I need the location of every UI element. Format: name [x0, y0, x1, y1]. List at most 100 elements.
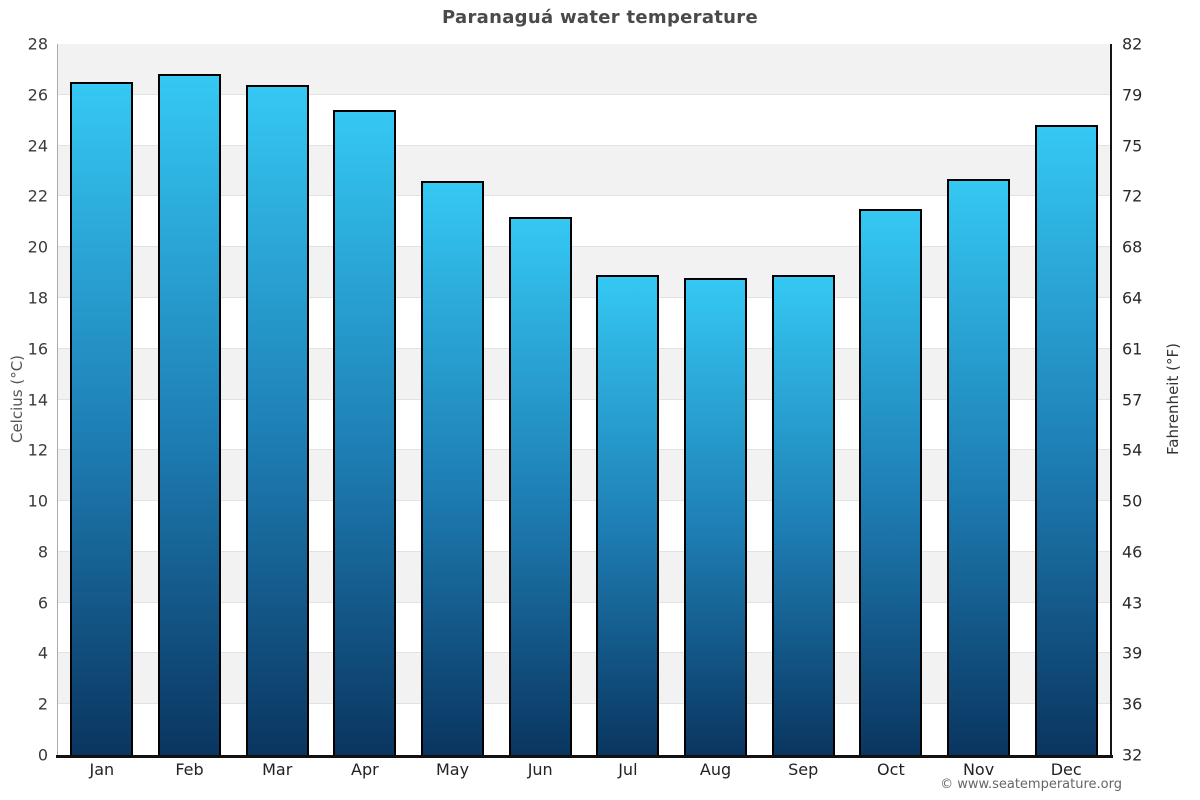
celsius-tick-4: 4	[37, 643, 48, 663]
celsius-tick-22: 22	[27, 186, 48, 206]
plot-band	[58, 94, 1110, 146]
plot-band	[58, 704, 1110, 755]
celsius-tick-6: 6	[37, 593, 48, 613]
bar-jun[interactable]	[508, 216, 572, 755]
celsius-tick-2: 2	[37, 694, 48, 714]
celsius-tick-labels: 28 26 24 22 20 18 16 14 12 10 8 6 4 2 0	[0, 35, 48, 765]
bar-nov[interactable]	[947, 178, 1011, 755]
x-label-jan: Jan	[89, 760, 115, 779]
bar-slot-apr	[321, 44, 409, 755]
left-axis-title: Celcius (°C)	[8, 354, 26, 444]
bar-slot-jan	[58, 44, 146, 755]
fahrenheit-tick-64: 64	[1122, 288, 1143, 308]
fahrenheit-tick-39: 39	[1122, 643, 1143, 663]
bar-slot-jun	[496, 44, 584, 755]
bar-slot-aug	[672, 44, 760, 755]
plot-band	[58, 450, 1110, 502]
x-label-dec: Dec	[1050, 760, 1082, 779]
right-axis-line	[1110, 44, 1112, 755]
gridline	[58, 246, 1110, 248]
fahrenheit-tick-54: 54	[1122, 440, 1143, 460]
celsius-tick-26: 26	[27, 85, 48, 105]
bar-aug[interactable]	[683, 277, 748, 755]
gridline	[58, 93, 1110, 95]
plot-band	[58, 551, 1110, 603]
gridline	[58, 398, 1110, 400]
x-label-sep: Sep	[788, 760, 819, 779]
gridline	[58, 296, 1110, 298]
plot-band	[58, 297, 1110, 349]
bar-series	[58, 44, 1110, 755]
fahrenheit-tick-50: 50	[1122, 491, 1143, 511]
fahrenheit-tick-labels: 82 79 75 72 68 64 61 57 54 50 46 43 39 36 32	[1122, 35, 1192, 765]
bar-slot-nov	[935, 44, 1023, 755]
right-axis-title: Fahrenheit (°F)	[1164, 343, 1182, 455]
bar-slot-dec	[1022, 44, 1110, 755]
plot-band	[58, 145, 1110, 197]
x-label-oct: Oct	[877, 760, 905, 779]
celsius-tick-14: 14	[27, 390, 48, 409]
x-label-feb: Feb	[175, 760, 204, 779]
gridline	[58, 652, 1110, 654]
celsius-tick-0: 0	[37, 745, 48, 765]
gridline	[58, 347, 1110, 349]
bar-oct[interactable]	[859, 209, 923, 755]
plot-band	[58, 602, 1110, 654]
bar-dec[interactable]	[1034, 125, 1098, 755]
fahrenheit-tick-43: 43	[1122, 593, 1143, 613]
plot-band	[58, 399, 1110, 451]
gridline	[58, 195, 1110, 197]
plot-band	[58, 653, 1110, 705]
gridline	[58, 144, 1110, 146]
plot-band	[58, 501, 1110, 552]
celsius-tick-12: 12	[27, 440, 48, 460]
bar-slot-may	[409, 44, 497, 755]
bar-slot-jul	[584, 44, 672, 755]
plot-band	[58, 196, 1110, 248]
bar-may[interactable]	[420, 181, 485, 755]
gridline	[58, 601, 1110, 603]
plot-band	[58, 247, 1110, 298]
chart-title: Paranaguá water temperature	[442, 7, 758, 28]
celsius-tick-24: 24	[27, 136, 48, 156]
x-label-jul: Jul	[618, 760, 638, 779]
bar-jan[interactable]	[70, 82, 134, 755]
celsius-tick-18: 18	[27, 288, 48, 308]
fahrenheit-tick-79: 79	[1122, 85, 1143, 105]
copyright-watermark: © www.seatemperature.org	[940, 777, 1122, 792]
fahrenheit-tick-36: 36	[1122, 694, 1143, 714]
left-axis-line	[57, 44, 58, 755]
x-label-nov: Nov	[962, 760, 995, 779]
bar-apr[interactable]	[333, 110, 397, 755]
bar-mar[interactable]	[245, 84, 309, 755]
gridline	[58, 703, 1110, 705]
fahrenheit-tick-57: 57	[1122, 390, 1143, 409]
x-label-may: May	[435, 760, 470, 779]
gridline	[58, 449, 1110, 451]
fahrenheit-tick-75: 75	[1122, 136, 1143, 156]
x-label-jun: Jun	[527, 760, 553, 779]
x-label-mar: Mar	[262, 760, 293, 779]
bar-slot-sep	[759, 44, 847, 755]
fahrenheit-tick-46: 46	[1122, 542, 1143, 562]
bar-jul[interactable]	[596, 275, 660, 755]
fahrenheit-tick-82: 82	[1122, 34, 1143, 54]
celsius-tick-16: 16	[27, 339, 48, 359]
fahrenheit-tick-61: 61	[1122, 339, 1143, 359]
x-label-aug: Aug	[699, 760, 732, 779]
bar-feb[interactable]	[157, 74, 222, 755]
bar-slot-mar	[233, 44, 321, 755]
bar-slot-oct	[847, 44, 935, 755]
bar-sep[interactable]	[771, 275, 835, 755]
celsius-tick-10: 10	[27, 491, 48, 511]
celsius-tick-8: 8	[37, 542, 48, 562]
fahrenheit-tick-72: 72	[1122, 186, 1143, 206]
x-label-apr: Apr	[351, 760, 379, 779]
fahrenheit-tick-68: 68	[1122, 237, 1143, 257]
bar-slot-feb	[146, 44, 234, 755]
gridline	[58, 500, 1110, 502]
celsius-tick-28: 28	[27, 34, 48, 54]
celsius-tick-20: 20	[27, 237, 48, 257]
month-labels: Jan Feb Mar Apr May Jun Jul Aug Sep Oct Nov Dec	[58, 760, 1110, 786]
